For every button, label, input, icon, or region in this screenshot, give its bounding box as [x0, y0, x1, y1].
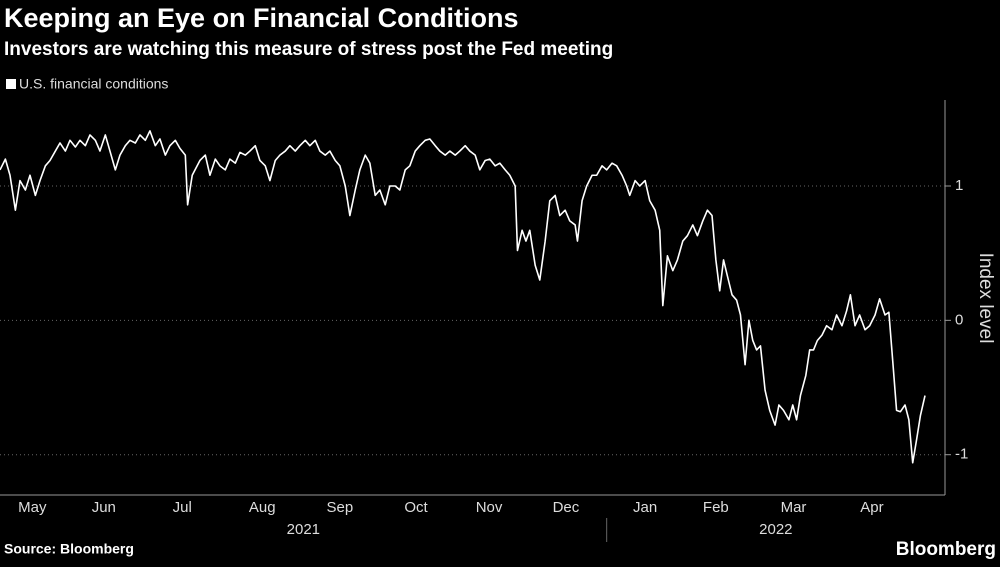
y-tick-label: -1 [955, 446, 968, 463]
legend-swatch [6, 79, 16, 89]
year-label: 2022 [759, 521, 792, 538]
x-tick-label: Apr [860, 499, 883, 516]
chart-title: Keeping an Eye on Financial Conditions [4, 3, 519, 33]
chart-subtitle: Investors are watching this measure of s… [4, 39, 613, 60]
legend-label: U.S. financial conditions [19, 76, 168, 92]
x-tick-label: Dec [553, 499, 580, 516]
y-tick-label: 0 [955, 311, 963, 328]
x-tick-label: Mar [781, 499, 807, 516]
x-tick-label: May [18, 499, 47, 516]
x-tick-label: Oct [404, 499, 428, 516]
source: Source: Bloomberg [4, 541, 134, 557]
y-axis-label: Index level [975, 253, 996, 344]
x-tick-label: Sep [327, 499, 354, 516]
y-tick-label: 1 [955, 177, 963, 194]
x-tick-label: Aug [249, 499, 276, 516]
x-tick-label: Jan [633, 499, 657, 516]
x-tick-label: Jul [173, 499, 192, 516]
x-tick-label: Jun [92, 499, 116, 516]
data-line [0, 130, 926, 464]
x-tick-label: Feb [703, 499, 729, 516]
brand: Bloomberg [896, 539, 996, 560]
x-tick-label: Nov [476, 499, 503, 516]
year-label: 2021 [287, 521, 320, 538]
